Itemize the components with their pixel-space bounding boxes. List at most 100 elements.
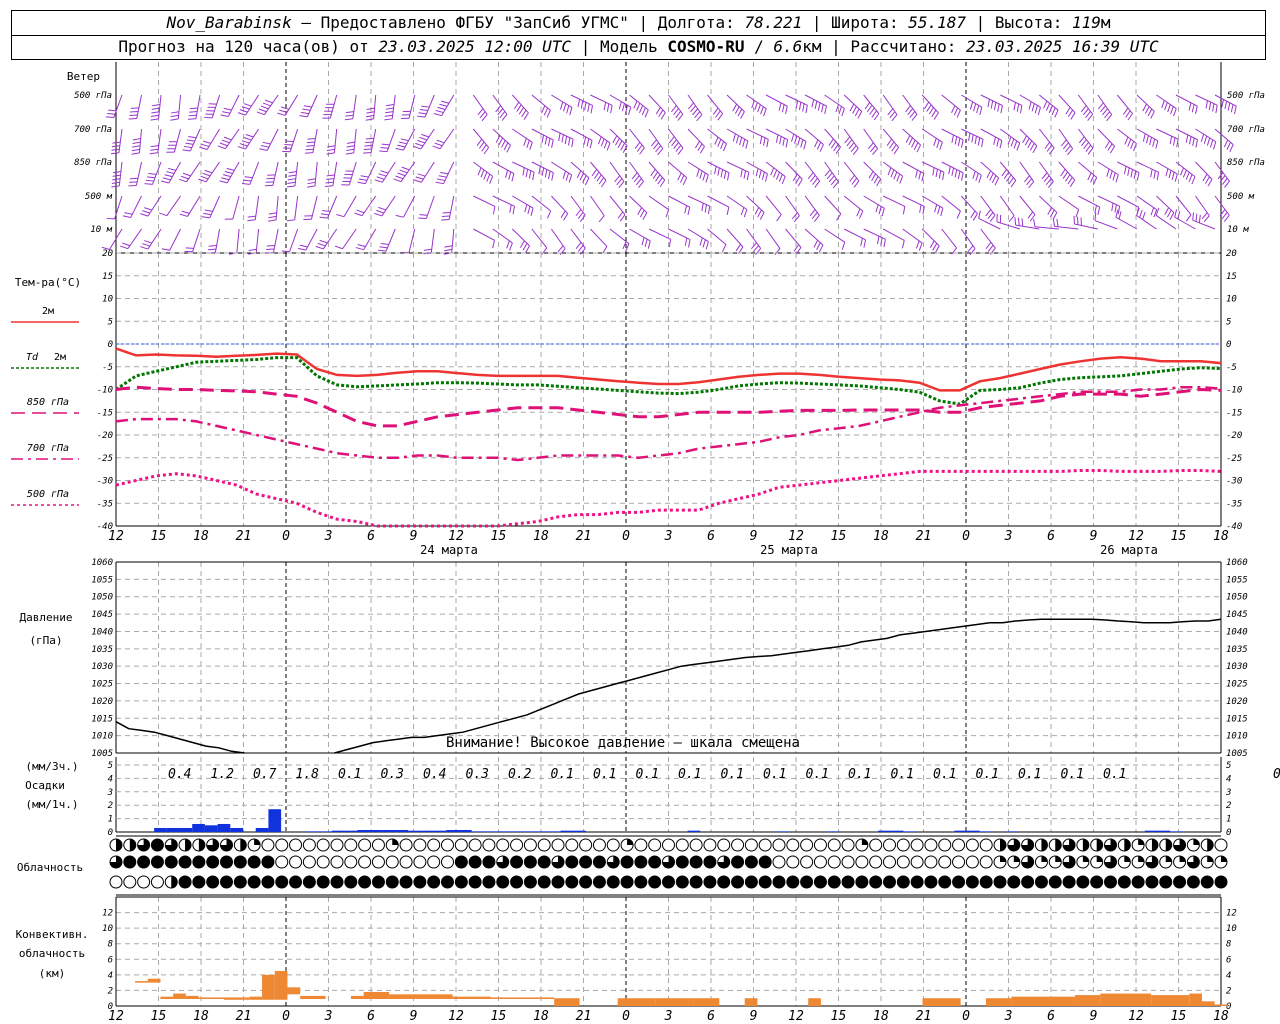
- wind-barb-shaft: [1136, 215, 1157, 230]
- temp-legend-label: 700 гПа: [27, 443, 69, 454]
- wind-barb-feather: [985, 242, 992, 250]
- wind-barb-feather: [650, 168, 656, 177]
- wind-barb-feather: [111, 185, 120, 188]
- wind-barb: [187, 94, 201, 120]
- wind-barb-feather: [1106, 168, 1110, 177]
- wind-barb: [1156, 94, 1177, 117]
- conv-xtick: 18: [1213, 1009, 1229, 1024]
- wind-barb-feather: [933, 112, 939, 120]
- wind-barb-feather: [481, 144, 487, 152]
- wind-barb-shaft: [391, 94, 396, 119]
- cloud-symbol: [800, 875, 814, 889]
- wind-barb-shaft: [1038, 161, 1054, 182]
- cloud-symbol-fill: [1145, 856, 1158, 868]
- wind-barb: [492, 161, 515, 182]
- wind-barb: [765, 161, 786, 185]
- wind-barb-feather: [770, 167, 775, 176]
- cloud-symbol: [1034, 855, 1048, 869]
- wind-barb-feather: [1054, 109, 1059, 118]
- wind-barb-feather: [440, 171, 449, 175]
- wind-barb-feather: [881, 208, 885, 217]
- pressure-ylabel: (гПа): [29, 634, 62, 647]
- pressure-panel-ytick-left: 1005: [91, 749, 113, 759]
- cloud-symbol-fill: [510, 876, 523, 888]
- conv-ylabel: (км): [39, 967, 66, 980]
- cloud-symbol: [1048, 855, 1062, 869]
- wind-barb-feather: [981, 139, 984, 148]
- conv-bar: [490, 997, 555, 999]
- wind-barb-shaft: [361, 195, 377, 217]
- precip-bar: [497, 831, 510, 832]
- precip-bar: [433, 830, 447, 832]
- wind-barb-feather: [286, 219, 295, 222]
- wind-barb-feather: [891, 144, 897, 152]
- cloud-symbol-fill: [116, 839, 122, 851]
- cloud-symbol-fill: [1221, 856, 1227, 862]
- cloud-symbol: [952, 855, 966, 869]
- wind-barb-feather: [803, 141, 807, 150]
- wind-barb-shaft: [306, 94, 318, 118]
- wind-barb-feather: [287, 178, 296, 181]
- conv-bar: [274, 970, 288, 1000]
- cloud-symbol-fill: [254, 839, 261, 845]
- precip-bar: [966, 830, 980, 832]
- cloud-symbol-fill: [1049, 876, 1062, 888]
- wind-barb: [726, 128, 749, 149]
- wind-barb-feather: [400, 138, 409, 142]
- cloud-symbol: [482, 838, 496, 852]
- wind-barb-feather: [237, 146, 246, 150]
- wind-barb-feather: [559, 101, 564, 110]
- wind-barb-feather: [754, 207, 760, 215]
- cloud-symbol-fill: [1021, 839, 1034, 852]
- conv-bar: [554, 998, 580, 1006]
- cloud-symbol: [744, 838, 758, 852]
- cloud-symbol-fill: [579, 876, 592, 888]
- temp-xtick: 0: [282, 529, 290, 544]
- cloud-symbol-fill: [648, 856, 661, 868]
- wind-barb-feather: [432, 145, 441, 150]
- wind-barb-feather: [1212, 141, 1217, 150]
- pressure-panel-ytick-right: 1060: [1226, 558, 1248, 568]
- wind-barb-feather: [606, 142, 611, 151]
- wind-barb-feather: [439, 103, 448, 107]
- wind-barb-feather: [241, 140, 250, 144]
- wind-barb-feather: [1209, 139, 1214, 148]
- wind-barb-feather: [259, 148, 268, 151]
- wind-barb-feather: [1115, 209, 1119, 218]
- wind-barb-feather: [567, 137, 571, 146]
- cloud-symbol: [1173, 855, 1187, 869]
- wind-barb-shaft: [804, 94, 827, 107]
- wind-barb-shaft: [512, 228, 530, 247]
- cloud-symbol-outline: [689, 838, 703, 852]
- wind-barb-feather: [131, 152, 140, 155]
- wind-barb-shaft: [1175, 94, 1198, 107]
- cloud-symbol: [924, 875, 938, 889]
- wind-barb-shaft: [1117, 94, 1133, 114]
- wind-barb-feather: [287, 181, 296, 184]
- wind-barb-feather: [867, 142, 874, 150]
- wind-barb-feather: [437, 178, 446, 181]
- wind-barb: [286, 161, 299, 188]
- cloud-symbol: [938, 875, 952, 889]
- wind-barb: [882, 128, 900, 155]
- wind-barb: [648, 161, 666, 188]
- temp-panel-ytick-left: 5: [108, 317, 113, 327]
- cloud-symbol: [648, 838, 662, 852]
- wind-barb: [1058, 195, 1080, 218]
- cloud-symbol-fill: [496, 876, 509, 888]
- wind-barb-feather: [315, 245, 324, 250]
- wind-barb: [843, 94, 863, 119]
- conv-xtick: 18: [193, 1009, 209, 1024]
- wind-barb-shaft: [492, 195, 515, 207]
- pressure-annotation: Внимание! Высокое давление – шкала смеще…: [446, 735, 800, 751]
- cloud-symbol-fill: [1138, 856, 1145, 862]
- cloud-symbol: [841, 838, 855, 852]
- cloud-symbol-fill: [261, 856, 274, 868]
- wind-barb-shaft: [236, 228, 240, 253]
- cloud-symbol-fill: [198, 839, 205, 851]
- wind-barb-feather: [492, 206, 496, 215]
- wind-barb-feather: [841, 242, 846, 250]
- wind-barb: [307, 161, 318, 188]
- wind-barb: [960, 228, 976, 256]
- wind-barb-feather: [1153, 170, 1156, 179]
